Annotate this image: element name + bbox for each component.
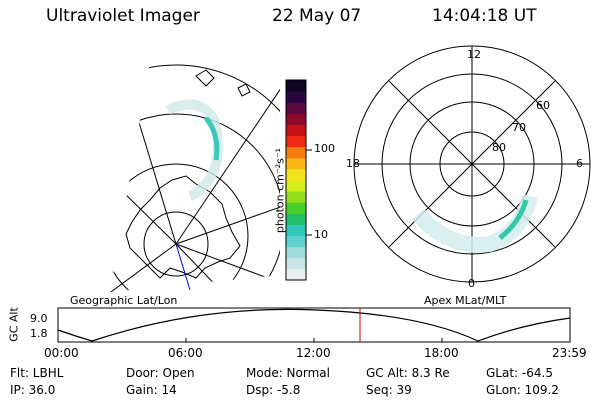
color-bar-cell <box>286 102 306 114</box>
altitude-xtick-1200: 12:00 <box>296 346 331 360</box>
ip-info: IP: 36.0 <box>10 383 56 397</box>
map-meridian <box>175 199 280 245</box>
color-bar-cell <box>286 91 306 103</box>
color-bar-cell <box>286 246 306 259</box>
mode-info: Mode: Normal <box>246 366 330 380</box>
island-outline <box>195 69 215 87</box>
gc-alt-info: GC Alt: 8.3 Re <box>366 366 450 380</box>
altitude-xtick-0600: 06:00 <box>168 346 203 360</box>
color-bar-cell <box>286 113 306 125</box>
color-bar-cell <box>286 202 306 214</box>
altitude-xtick-0000: 00:00 <box>44 346 79 360</box>
altitude-curve <box>57 308 571 342</box>
altitude-ytick-bottom: 1.8 <box>30 327 48 340</box>
map-lat-circle <box>110 113 280 292</box>
filter-info: Flt: LBHL <box>10 366 64 380</box>
color-bar-cell <box>286 135 306 148</box>
island-outline <box>237 83 251 97</box>
altitude-plot-frame <box>57 307 571 343</box>
color-bar-cell <box>286 268 306 281</box>
color-bar-cell <box>286 224 306 237</box>
polar-lat-label-70: 70 <box>512 121 526 134</box>
satellite-track <box>175 243 191 291</box>
color-bar-cell <box>286 80 306 92</box>
gain-info: Gain: 14 <box>126 383 177 397</box>
dsp-info: Dsp: -5.8 <box>246 383 301 397</box>
altitude-xtick-2359: 23:59 <box>552 346 587 360</box>
map-meridian <box>110 243 177 292</box>
map-lat-circle <box>110 64 280 292</box>
door-info: Door: Open <box>126 366 195 380</box>
map-lat-circle <box>110 163 249 292</box>
apex-panel-label: Apex MLat/MLT <box>424 294 507 307</box>
antarctica-coastline <box>125 175 241 279</box>
color-bar-cell <box>286 157 306 170</box>
polar-lat-label-60: 60 <box>536 99 550 112</box>
color-bar-cell <box>286 180 306 192</box>
color-bar-cell <box>286 191 306 203</box>
polar-label-right: 6 <box>576 157 583 170</box>
polar-label-left: 18 <box>346 157 360 170</box>
map-meridian <box>175 62 280 245</box>
aurora-polar-bright <box>498 199 529 240</box>
altitude-ylabel: GC Alt <box>7 307 21 342</box>
geographic-panel-label: Geographic Lat/Lon <box>70 294 178 307</box>
instrument-title: Ultraviolet Imager <box>46 6 200 26</box>
glon-info: GLon: 109.2 <box>486 383 559 397</box>
color-bar-cell <box>286 257 306 270</box>
color-bar-frame <box>285 79 307 281</box>
color-bar-tick-label-10: 10 <box>314 228 328 241</box>
polar-label-top: 12 <box>467 48 481 61</box>
color-bar-cell <box>286 146 306 159</box>
time-label: 14:04:18 UT <box>432 6 537 26</box>
map-lat-circle <box>143 211 209 277</box>
polar-label-bottom: 0 <box>468 277 475 290</box>
color-bar-cell <box>286 213 306 225</box>
color-bar-cell <box>286 235 306 248</box>
date-label: 22 May 07 <box>272 6 362 26</box>
polar-lat-label-80: 80 <box>492 141 506 154</box>
altitude-xtick-1800: 18:00 <box>424 346 459 360</box>
color-bar-cell <box>286 168 306 181</box>
altitude-ytick-top: 9.0 <box>30 312 48 325</box>
aurora-polar-band <box>412 193 538 253</box>
glat-info: GLat: -64.5 <box>486 366 553 380</box>
seq-info: Seq: 39 <box>366 383 412 397</box>
color-bar-tick-label-100: 100 <box>314 142 335 155</box>
color-bar-cell <box>286 124 306 137</box>
aurora-map-bright <box>204 116 220 161</box>
